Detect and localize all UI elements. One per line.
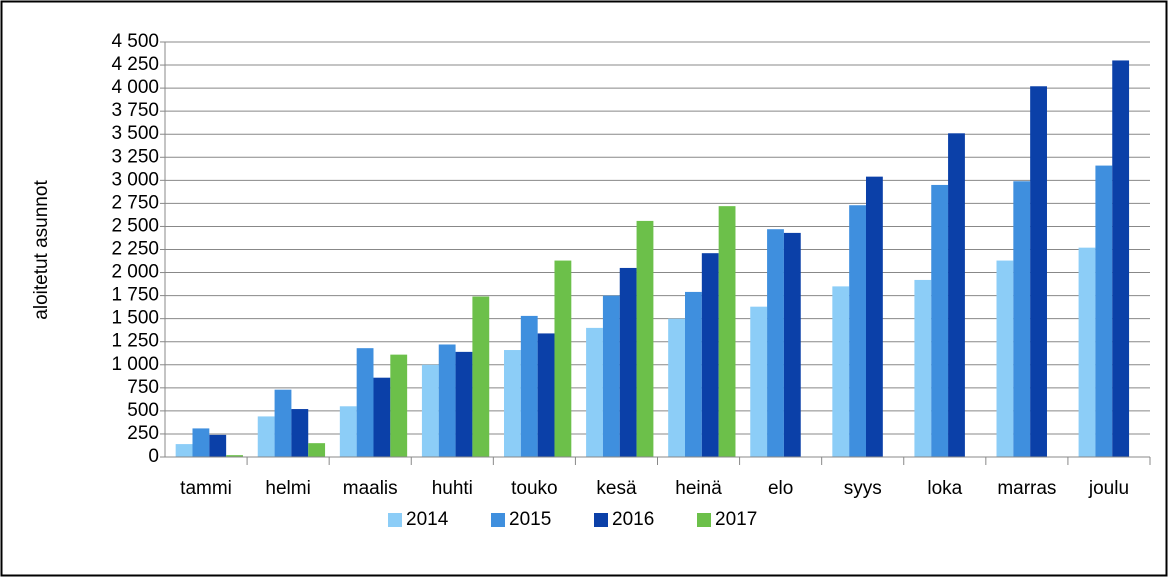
- bar: [390, 354, 408, 457]
- bar: [373, 377, 391, 457]
- bar: [209, 434, 227, 457]
- y-tick-label: 2 750: [111, 192, 159, 213]
- bar: [701, 253, 719, 457]
- y-tick-label: 4 000: [111, 77, 159, 98]
- y-tick-label: 3 750: [111, 100, 159, 121]
- bar: [192, 428, 210, 457]
- bar: [438, 344, 456, 457]
- bar: [718, 206, 736, 457]
- bar: [175, 444, 193, 457]
- bar: [554, 260, 572, 457]
- bar: [931, 184, 949, 457]
- bar: [356, 348, 374, 457]
- y-tick-label: 3 250: [111, 146, 159, 167]
- bar: [783, 232, 801, 457]
- y-tick-label: 0: [148, 446, 159, 467]
- x-tick-label: syys: [844, 478, 882, 499]
- bar: [455, 351, 473, 457]
- y-tick-label: 2 000: [111, 262, 159, 283]
- y-tick-label: 250: [127, 423, 159, 444]
- x-tick-label: elo: [768, 478, 793, 499]
- y-tick-label: 2 250: [111, 239, 159, 260]
- y-tick-label: 1 750: [111, 285, 159, 306]
- bar: [586, 327, 603, 457]
- legend-swatch: [388, 513, 402, 527]
- bar: [274, 389, 292, 457]
- bar: [291, 409, 309, 457]
- bar: [339, 406, 357, 457]
- bar: [619, 267, 637, 457]
- x-tick-label: huhti: [432, 478, 473, 499]
- bar: [472, 296, 490, 457]
- y-tick-label: 4 250: [111, 54, 159, 75]
- bar: [520, 315, 538, 457]
- bar: [684, 291, 702, 457]
- legend-label: 2014: [406, 509, 449, 530]
- x-tick-label: helmi: [265, 478, 310, 499]
- bar: [602, 295, 620, 457]
- y-tick-label: 1 500: [111, 308, 159, 329]
- x-tick-label: kesä: [596, 478, 637, 499]
- y-tick-label: 2 500: [111, 215, 159, 236]
- bar: [1013, 181, 1031, 457]
- legend-swatch: [697, 513, 711, 527]
- bar: [421, 364, 439, 457]
- bar: [1030, 86, 1047, 458]
- bar: [257, 416, 275, 457]
- bar: [226, 455, 243, 457]
- x-tick-label: tammi: [180, 478, 232, 499]
- legend-label: 2016: [612, 509, 654, 530]
- y-tick-label: 4 500: [111, 31, 159, 52]
- x-tick-label: loka: [927, 478, 962, 499]
- y-axis-label: aloitetut asunnot: [31, 180, 52, 320]
- x-tick-label: touko: [511, 478, 557, 499]
- y-tick-label: 500: [127, 400, 159, 421]
- x-tick-label: joulu: [1088, 478, 1129, 499]
- bar: [308, 443, 326, 457]
- bar: [1112, 60, 1130, 457]
- y-tick-label: 750: [127, 377, 159, 398]
- x-tick-label: maalis: [343, 478, 398, 499]
- bar: [832, 286, 850, 457]
- bar: [948, 133, 965, 458]
- bar: [767, 229, 784, 457]
- bar: [1078, 247, 1096, 457]
- legend-swatch: [594, 513, 608, 527]
- legend-label: 2017: [715, 509, 757, 530]
- bar: [865, 176, 883, 457]
- x-tick-label: marras: [997, 478, 1056, 499]
- y-tick-label: 1 000: [111, 354, 159, 375]
- y-tick-label: 3 000: [111, 169, 159, 190]
- bar: [914, 279, 932, 457]
- bar: [750, 306, 768, 457]
- bar: [537, 333, 555, 457]
- x-tick-label: heinä: [675, 478, 722, 499]
- bar: [996, 260, 1014, 457]
- y-tick-label: 3 500: [111, 123, 159, 144]
- legend-label: 2015: [509, 509, 551, 530]
- legend-swatch: [491, 513, 505, 527]
- bar: [504, 350, 521, 457]
- bar: [668, 318, 685, 457]
- bar: [1095, 165, 1113, 458]
- bar: [849, 205, 866, 457]
- bar: [636, 220, 654, 457]
- y-tick-label: 1 250: [111, 331, 159, 352]
